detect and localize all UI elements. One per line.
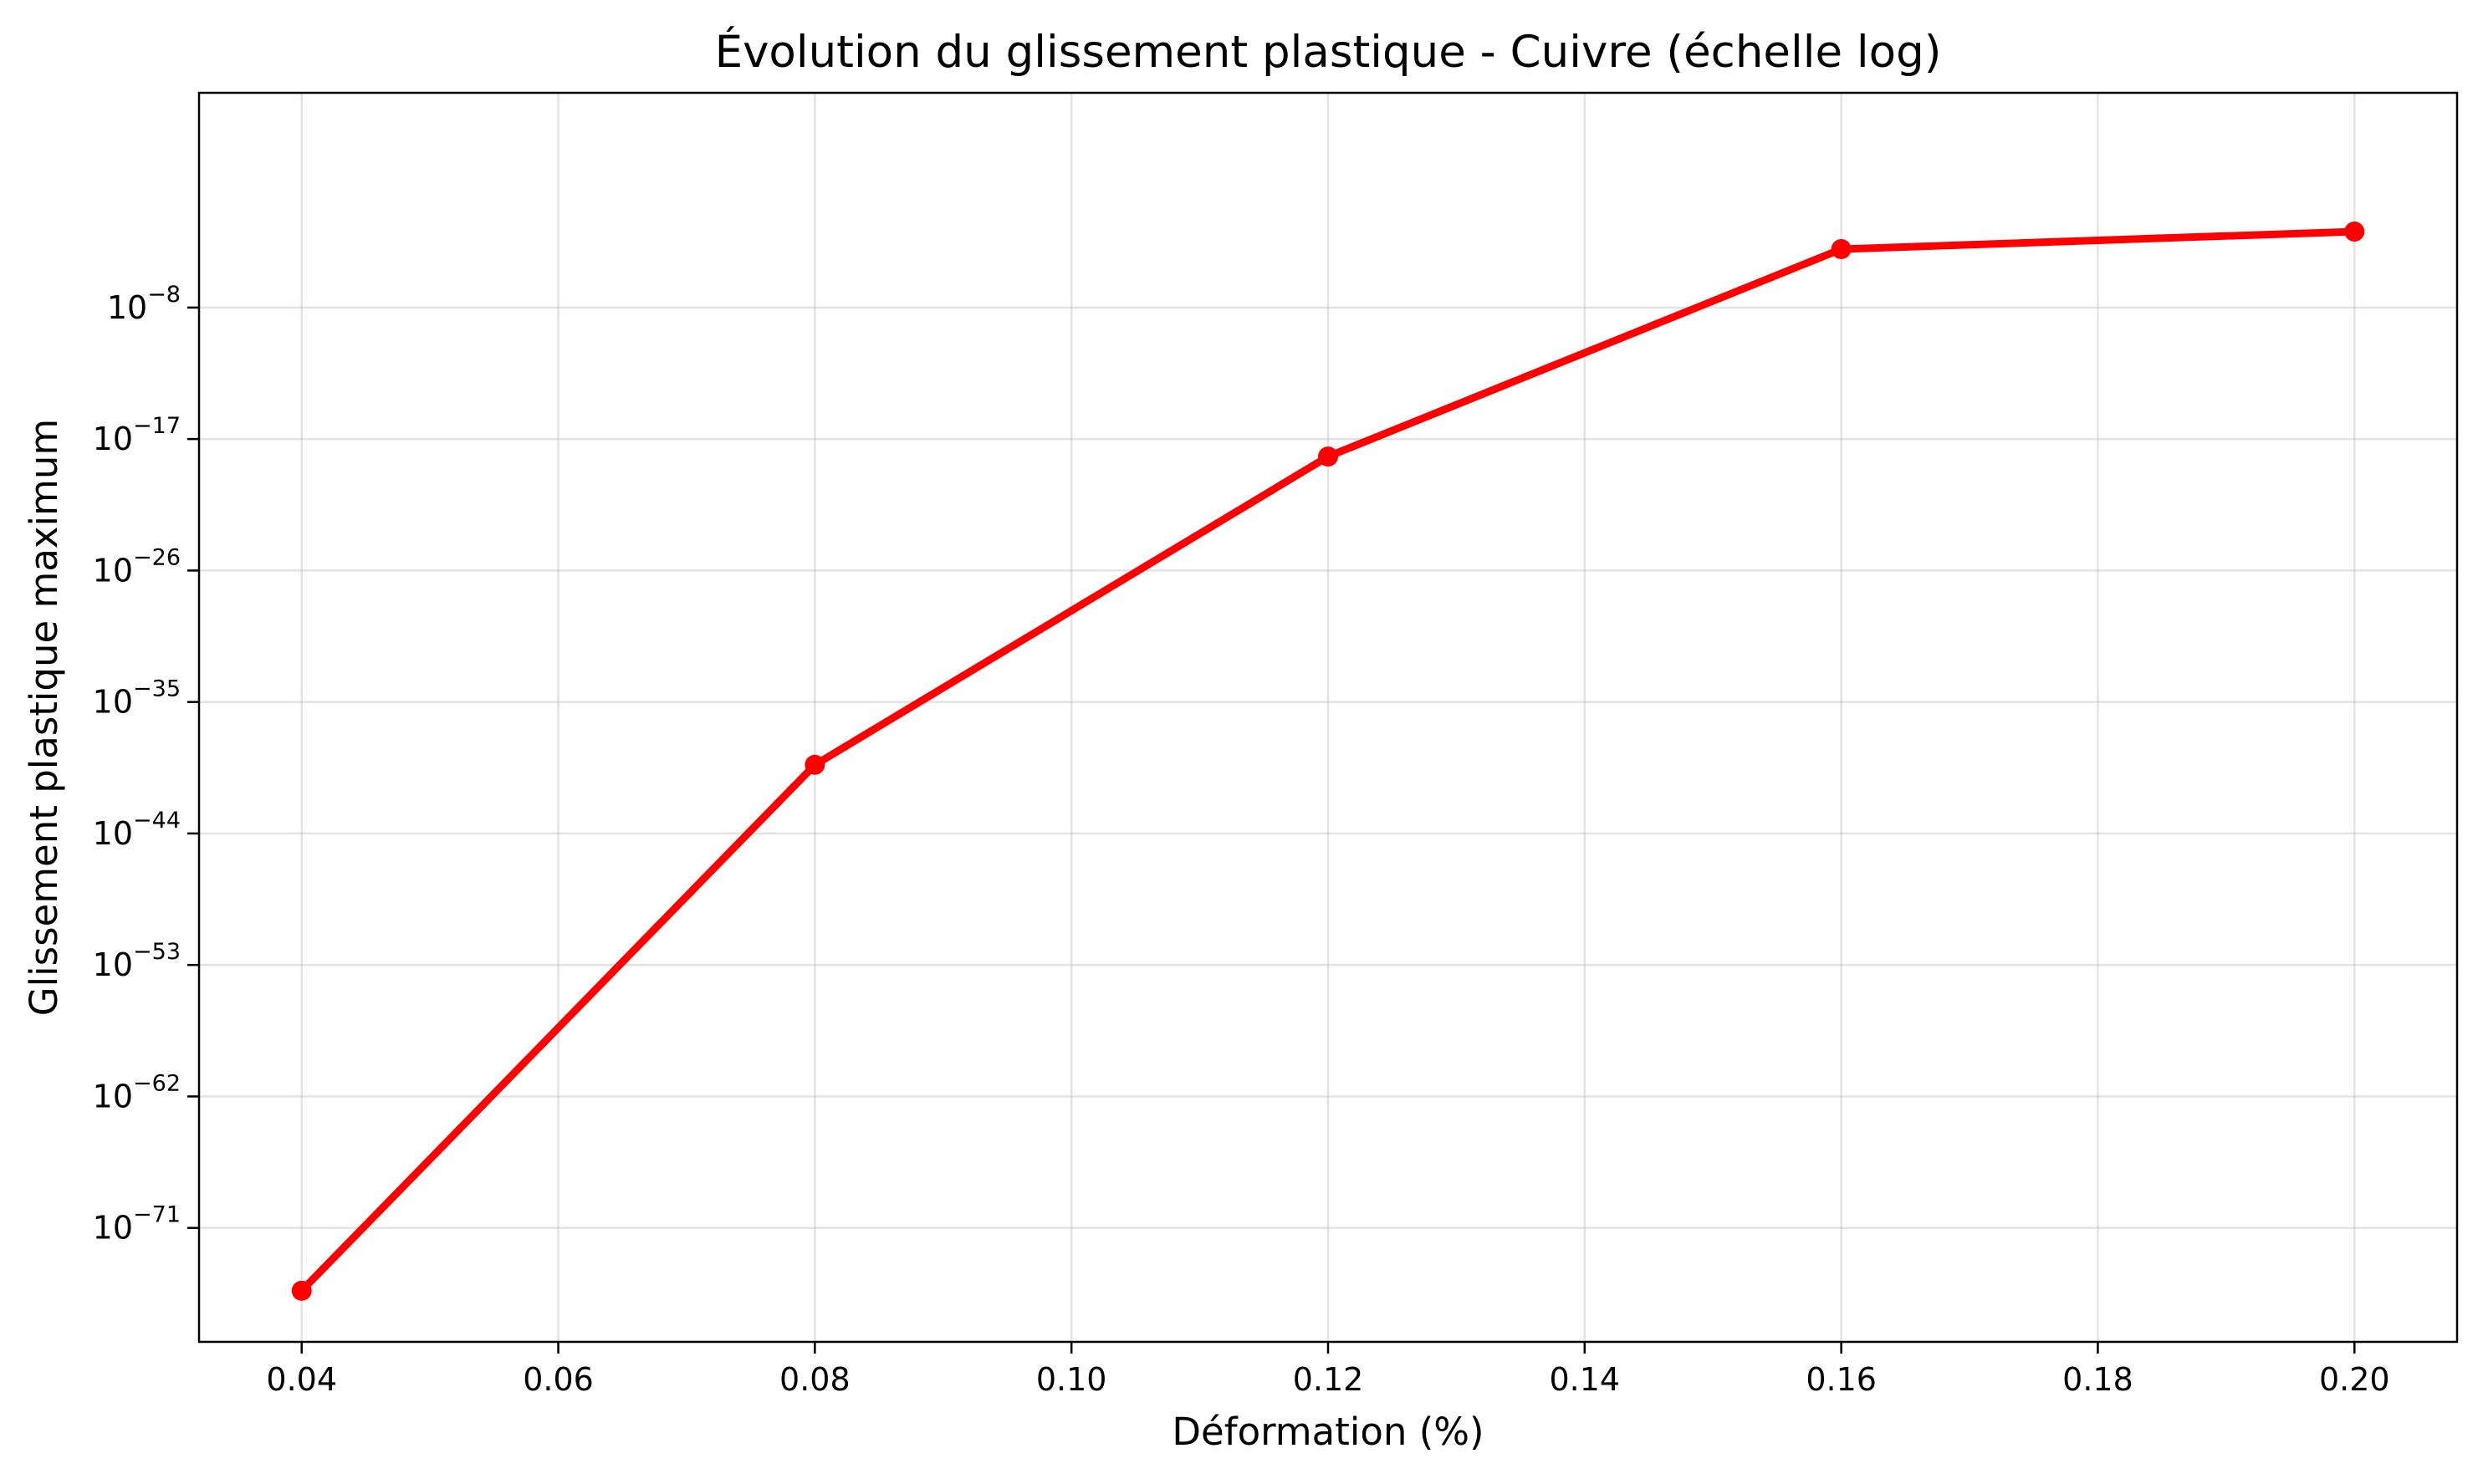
y-tick-label: 10−62 [93, 1070, 181, 1114]
data-point-marker [1831, 238, 1852, 259]
y-tick-base: 10 [93, 815, 133, 852]
y-tick-base: 10 [93, 1078, 133, 1114]
x-tick-label: 0.18 [2062, 1361, 2133, 1398]
y-tick-exponent: −17 [133, 413, 181, 439]
y-tick-label: 10−35 [93, 676, 181, 721]
x-tick-label: 0.14 [1550, 1361, 1621, 1398]
x-tick-label: 0.20 [2319, 1361, 2390, 1398]
y-tick-label: 10−53 [93, 939, 181, 983]
y-tick-label: 10−44 [93, 808, 181, 852]
x-tick-label: 0.08 [779, 1361, 851, 1398]
y-tick-exponent: −44 [133, 808, 181, 834]
y-tick-exponent: −71 [133, 1202, 181, 1228]
data-point-marker [1318, 446, 1338, 467]
x-tick-label: 0.16 [1806, 1361, 1877, 1398]
y-tick-exponent: −35 [133, 676, 181, 702]
x-axis-label: Déformation (%) [1172, 1410, 1484, 1454]
y-tick-base: 10 [93, 946, 133, 983]
plot-frame [197, 91, 2459, 1344]
y-tick-label: 10−71 [93, 1202, 181, 1247]
y-tick-exponent: −62 [133, 1070, 181, 1096]
y-tick-exponent: −53 [133, 939, 181, 965]
y-tick-base: 10 [93, 552, 133, 589]
grid-lines [199, 93, 2457, 1342]
x-tick-label: 0.04 [266, 1361, 337, 1398]
y-tick-base: 10 [93, 1210, 133, 1247]
axis-ticks: 0.04 0.06 0.08 0.10 0.12 0.14 0.16 0.18 0.2010−8… [93, 282, 2390, 1398]
y-tick-label: 10−26 [93, 544, 181, 589]
y-tick-exponent: −8 [147, 282, 181, 308]
x-tick-label: 0.12 [1293, 1361, 1364, 1398]
y-tick-exponent: −26 [133, 544, 181, 570]
y-tick-label: 10−17 [93, 413, 181, 457]
data-point-marker [291, 1280, 312, 1301]
x-tick-label: 0.06 [523, 1361, 594, 1398]
data-series [291, 222, 2365, 1301]
y-tick-base: 10 [93, 421, 133, 457]
data-point-marker [805, 754, 825, 775]
data-point-marker [2344, 222, 2365, 242]
y-tick-base: 10 [107, 289, 147, 326]
x-tick-label: 0.10 [1036, 1361, 1107, 1398]
y-axis-label: Glissement plastique maximum [22, 419, 66, 1017]
y-tick-base: 10 [93, 684, 133, 721]
y-tick-label: 10−8 [107, 282, 181, 326]
chart-title: Évolution du glissement plastique - Cuiv… [715, 25, 1942, 78]
